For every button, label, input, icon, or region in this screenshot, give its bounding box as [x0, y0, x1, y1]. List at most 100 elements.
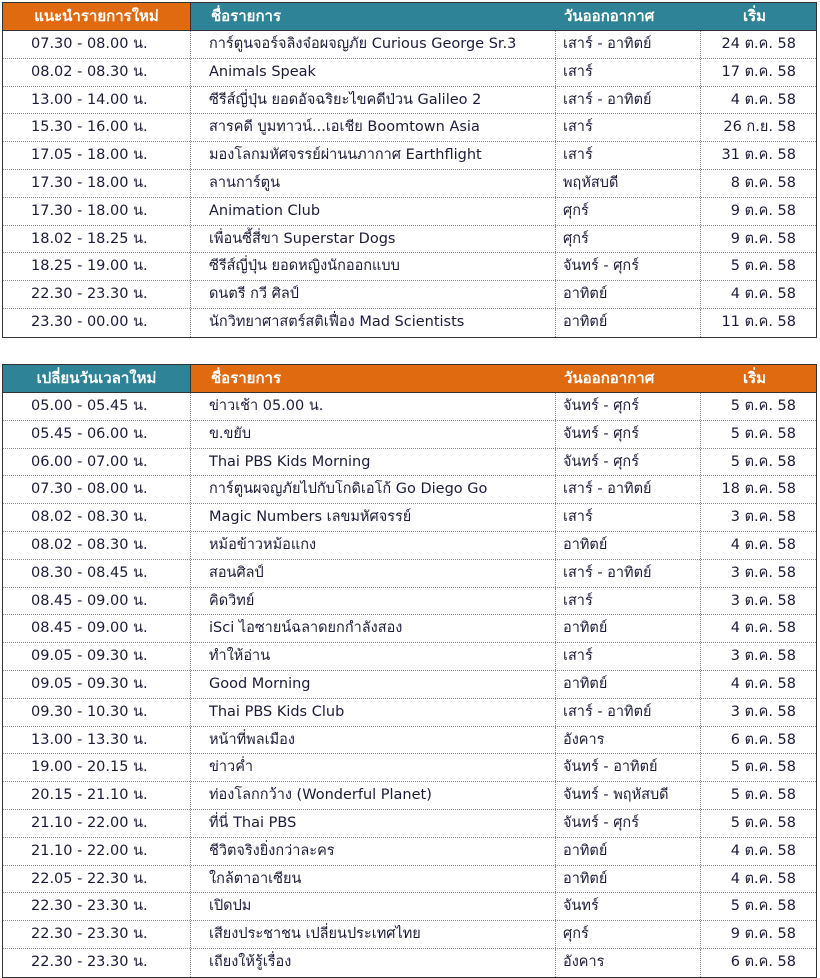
table-row: 08.02 - 08.30 น. หม้อข้าวหม้อแกง อาทิตย์ 4 … — [3, 531, 816, 560]
table-row: 22.05 - 22.30 น. ใกล้ตาอาเซียน อาทิตย์ 4 ต.… — [3, 865, 816, 894]
table-row: 09.05 - 09.30 น. ทำให้อ่าน เสาร์ 3 ต.ค. 58 — [3, 643, 816, 671]
program-name-cell: การ์ตูนจอร์จลิงจ๋อผจญภัย Curious George … — [191, 31, 556, 58]
start-date-cell: 8 ต.ค. 58 — [730, 174, 796, 191]
airday-cell: ศุกร์ — [556, 197, 701, 225]
time-cell: 22.30 - 23.30 น. — [3, 948, 191, 977]
table-row: 22.30 - 23.30 น. เสียงประชาชน เปลี่ยนประเ… — [3, 921, 816, 949]
table-row: 08.30 - 08.45 น. สอนศิลป์ เสาร์ - อาทิตย์ 3… — [3, 559, 816, 588]
program-name-cell: ดนตรี กวี ศิลป์ — [191, 281, 556, 308]
time-cell: 20.15 - 21.10 น. — [3, 782, 191, 809]
program-name-cell: สารคดี บูมทาวน์...เอเชีย Boomtown Asia — [191, 114, 556, 142]
start-date-cell: 9 ต.ค. 58 — [730, 230, 796, 247]
table-row: 06.00 - 07.00 น. Thai PBS Kids Morning จัน… — [3, 448, 816, 477]
start-date-cell: 9 ต.ค. 58 — [730, 926, 796, 943]
start-date-cell: 3 ต.ค. 58 — [730, 592, 796, 609]
airday-cell: อาทิตย์ — [556, 837, 701, 865]
program-name-cell: ซีรีส์ญี่ปุ่น ยอดอัจฉริยะไขคดีป่วน Galil… — [191, 86, 556, 114]
start-date-cell: 5 ต.ค. 58 — [730, 453, 796, 470]
program-name-cell: เสียงประชาชน เปลี่ยนประเทศไทย — [191, 921, 556, 948]
table-row: 17.30 - 18.00 น. Animation Club ศุกร์ 9 ต.ค… — [3, 197, 816, 226]
program-name-cell: Thai PBS Kids Club — [191, 698, 556, 726]
start-date-cell: 5 ต.ค. 58 — [730, 898, 796, 915]
table-row: 19.00 - 20.15 น. ข่าวค่ำ จันทร์ - อาทิตย์ 5… — [3, 754, 816, 783]
program-name-cell: หม้อข้าวหม้อแกง — [191, 531, 556, 559]
section-title: เปลี่ยนวันเวลาใหม่ — [3, 365, 191, 392]
time-cell: 18.02 - 18.25 น. — [3, 225, 191, 253]
airday-header: วันออกอากาศ — [564, 7, 655, 25]
start-date-cell: 6 ต.ค. 58 — [730, 953, 796, 970]
time-cell: 17.05 - 18.00 น. — [3, 142, 191, 169]
start-date-cell: 4 ต.ค. 58 — [730, 536, 796, 553]
airday-cell: จันทร์ - ศุกร์ — [556, 253, 701, 281]
airday-cell: เสาร์ — [556, 504, 701, 531]
table-row: 17.30 - 18.00 น. ลานการ์ตูน พฤหัสบดี 8 ต.ค.… — [3, 169, 816, 198]
time-cell: 17.30 - 18.00 น. — [3, 169, 191, 197]
start-date-cell: 5 ต.ค. 58 — [730, 398, 796, 414]
airday-cell: เสาร์ - อาทิตย์ — [556, 559, 701, 587]
airday-cell: เสาร์ — [556, 114, 701, 142]
program-name-cell: สอนศิลป์ — [191, 559, 556, 587]
airday-cell: อังคาร — [556, 948, 701, 977]
time-cell: 09.05 - 09.30 น. — [3, 670, 191, 698]
table-header: เปลี่ยนวันเวลาใหม่ ชื่อรายการ วันออกอากาศ เ… — [3, 365, 816, 393]
start-date-cell: 26 ก.ย. 58 — [723, 119, 796, 136]
airday-cell: จันทร์ - ศุกร์ — [556, 420, 701, 448]
airday-cell: จันทร์ — [556, 893, 701, 921]
airday-cell: อาทิตย์ — [556, 531, 701, 559]
table-row: 07.30 - 08.00 น. การ์ตูนผจญภัยไปกับโกดิเอ… — [3, 476, 816, 505]
program-name-cell: Animation Club — [191, 197, 556, 225]
table-row: 20.15 - 21.10 น. ท่องโลกกว้าง (Wonderful … — [3, 782, 816, 810]
program-name-cell: เพื่อนซี้สี่ขา Superstar Dogs — [191, 225, 556, 253]
table-row: 22.30 - 23.30 น. เปิดปม จันทร์ 5 ต.ค. 58 — [3, 893, 816, 922]
time-cell: 13.00 - 13.30 น. — [3, 726, 191, 754]
table-row: 08.02 - 08.30 น. Magic Numbers เลขมหัศจรร… — [3, 504, 816, 532]
start-date-cell: 5 ต.ค. 58 — [730, 787, 796, 804]
airday-cell: เสาร์ - อาทิตย์ — [556, 476, 701, 504]
table-row: 09.05 - 09.30 น. Good Morning อาทิตย์ 4 ต.ค… — [3, 670, 816, 699]
time-cell: 08.02 - 08.30 น. — [3, 58, 191, 86]
start-date-cell: 3 ต.ค. 58 — [730, 648, 796, 665]
program-name-cell: คิดวิทย์ — [191, 587, 556, 615]
table-row: 05.00 - 05.45 น. ข่าวเช้า 05.00 น. จันทร์ … — [3, 393, 816, 421]
start-date-cell: 17 ต.ค. 58 — [721, 63, 796, 80]
airday-cell: เสาร์ — [556, 58, 701, 86]
start-date-cell: 9 ต.ค. 58 — [730, 202, 796, 219]
time-cell: 08.30 - 08.45 น. — [3, 559, 191, 587]
time-cell: 21.10 - 22.00 น. — [3, 809, 191, 837]
time-cell: 08.02 - 08.30 น. — [3, 504, 191, 531]
airday-cell: อาทิตย์ — [556, 615, 701, 643]
program-name-cell: เถียงให้รู้เรื่อง — [191, 948, 556, 977]
table-header: แนะนำรายการใหม่ ชื่อรายการ วันออกอากาศ เริ่… — [3, 3, 816, 31]
airday-cell: อาทิตย์ — [556, 670, 701, 698]
time-cell: 22.30 - 23.30 น. — [3, 893, 191, 921]
program-name-cell: ข.ขยับ — [191, 420, 556, 448]
time-cell: 07.30 - 08.00 น. — [3, 31, 191, 58]
time-cell: 05.00 - 05.45 น. — [3, 393, 191, 420]
table-row: 13.00 - 13.30 น. หน้าที่พลเมือง อังคาร 6 ต.… — [3, 726, 816, 755]
table-row: 22.30 - 23.30 น. เถียงให้รู้เรื่อง อังคาร 6… — [3, 948, 816, 977]
time-cell: 23.30 - 00.00 น. — [3, 308, 191, 337]
start-date-cell: 6 ต.ค. 58 — [730, 731, 796, 748]
airday-cell: ศุกร์ — [556, 225, 701, 253]
table-row: 23.30 - 00.00 น. นักวิทยาศาสตร์สติเฟื่อง … — [3, 308, 816, 337]
time-cell: 22.30 - 23.30 น. — [3, 281, 191, 308]
time-cell: 09.30 - 10.30 น. — [3, 698, 191, 726]
airday-cell: อาทิตย์ — [556, 865, 701, 893]
airday-cell: อาทิตย์ — [556, 281, 701, 308]
airday-cell: จันทร์ - ศุกร์ — [556, 809, 701, 837]
airday-cell: อาทิตย์ — [556, 308, 701, 337]
table-row: 08.45 - 09.00 น. คิดวิทย์ เสาร์ 3 ต.ค. 58 — [3, 587, 816, 616]
time-cell: 17.30 - 18.00 น. — [3, 197, 191, 225]
table-row: 08.02 - 08.30 น. Animals Speak เสาร์ 17 ต.ค… — [3, 58, 816, 87]
airday-cell: พฤหัสบดี — [556, 169, 701, 197]
airday-cell: อังคาร — [556, 726, 701, 754]
table-row: 18.25 - 19.00 น. ซีรีส์ญี่ปุ่น ยอดหญิงนัก… — [3, 253, 816, 282]
time-cell: 22.30 - 23.30 น. — [3, 921, 191, 948]
start-date-cell: 3 ต.ค. 58 — [730, 564, 796, 581]
airday-cell: เสาร์ - อาทิตย์ — [556, 31, 701, 58]
time-cell: 21.10 - 22.00 น. — [3, 837, 191, 865]
table-row: 18.02 - 18.25 น. เพื่อนซี้สี่ขา Superstar… — [3, 225, 816, 254]
program-name-cell: ใกล้ตาอาเซียน — [191, 865, 556, 893]
airday-cell: เสาร์ - อาทิตย์ — [556, 86, 701, 114]
table-row: 07.30 - 08.00 น. การ์ตูนจอร์จลิงจ๋อผจญภัย… — [3, 31, 816, 59]
